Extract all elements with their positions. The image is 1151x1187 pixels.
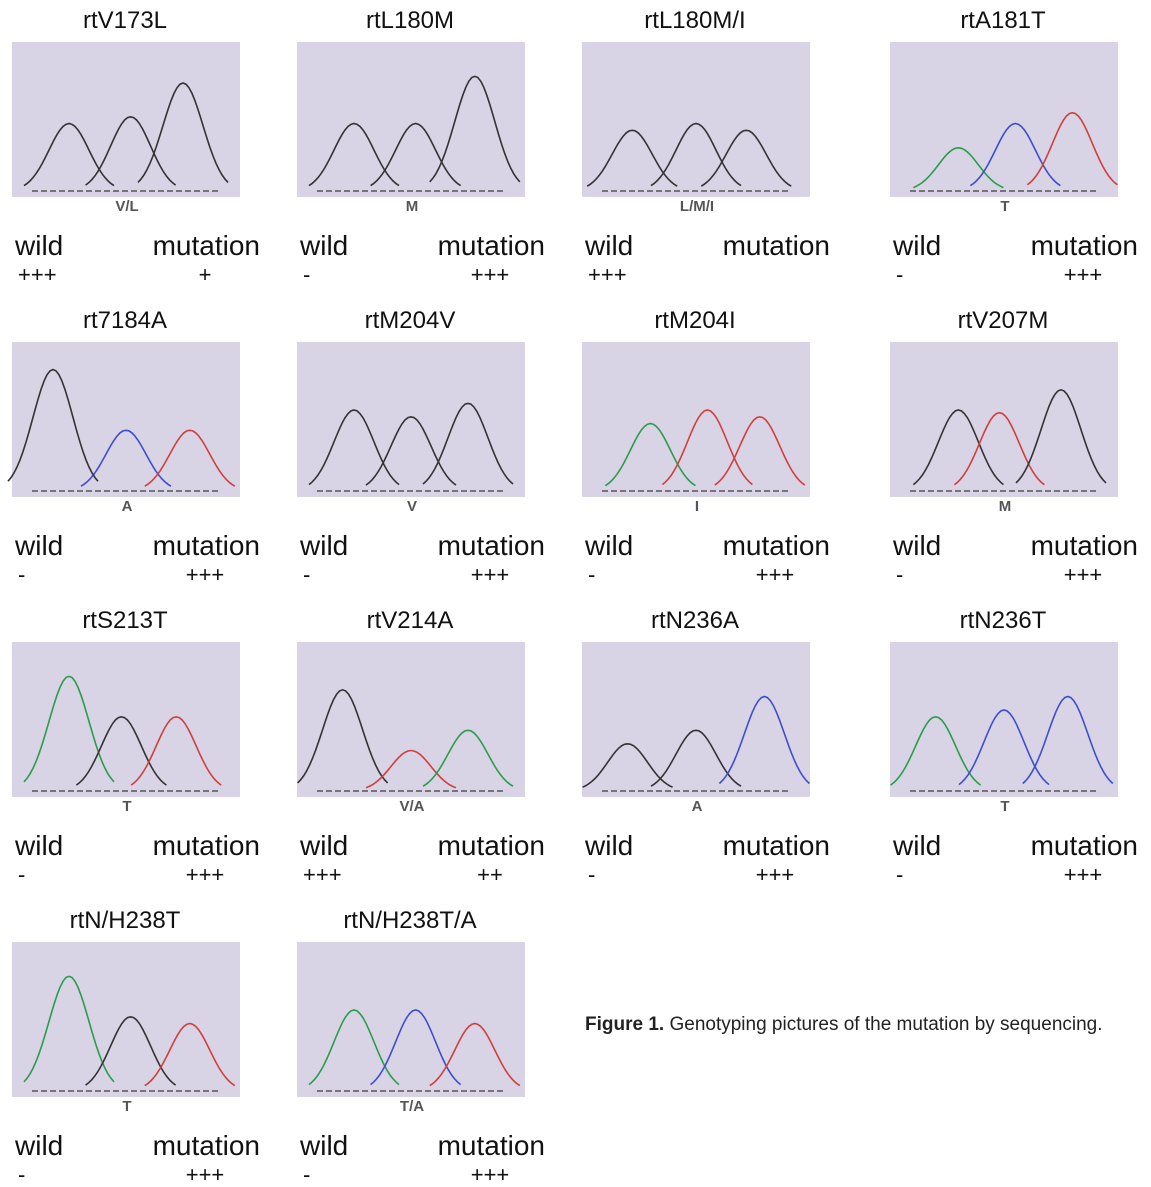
chromatogram-box [297, 942, 525, 1097]
mutation-label: mutation [153, 230, 260, 261]
caption-text: Genotyping pictures of the mutation by s… [669, 1014, 1102, 1035]
mutation-level: +++ [756, 862, 795, 887]
mutation-level: +++ [471, 562, 510, 587]
base-call: V/A [399, 798, 424, 815]
mutation-label: mutation [723, 230, 830, 261]
mutation-label: mutation [438, 830, 545, 861]
wild-label: wild [14, 830, 63, 861]
mutation-level: + [199, 262, 212, 287]
base-call: T [1000, 798, 1009, 815]
wild-label: wild [299, 830, 348, 861]
mutation-level: +++ [186, 562, 225, 587]
wild-level: - [303, 262, 310, 287]
chromatogram-box [12, 342, 240, 497]
mutation-label: mutation [438, 230, 545, 261]
mutation-label: mutation [1031, 830, 1138, 861]
wild-label: wild [299, 230, 348, 261]
caption: Figure 1. Genotyping pictures of the mut… [585, 1012, 1145, 1037]
chromatogram-box [582, 342, 810, 497]
wild-label: wild [584, 230, 633, 261]
wild-label: wild [14, 1130, 63, 1161]
panel-title: rt7184A [83, 307, 167, 334]
mutation-level: ++ [477, 862, 503, 887]
chromatogram-box [582, 642, 810, 797]
panel-title: rtN236A [651, 607, 739, 634]
panel-title: rtS213T [82, 607, 168, 634]
chromatogram-box [890, 42, 1118, 197]
base-call: T [122, 798, 131, 815]
wild-level: - [18, 562, 25, 587]
base-call: T [122, 1098, 131, 1115]
wild-label: wild [892, 530, 941, 561]
chromatogram-box [297, 42, 525, 197]
chromatogram-box [890, 642, 1118, 797]
mutation-level: +++ [1064, 862, 1103, 887]
wild-level: - [896, 562, 903, 587]
mutation-level: +++ [1064, 262, 1103, 287]
chromatogram-box [297, 642, 525, 797]
wild-label: wild [299, 530, 348, 561]
mutation-level: +++ [471, 1162, 510, 1187]
base-call: V/L [115, 198, 138, 215]
wild-level: - [303, 1162, 310, 1187]
mutation-label: mutation [153, 1130, 260, 1161]
chromatogram-box [582, 42, 810, 197]
panel-title: rtM204V [365, 307, 456, 334]
chromatogram-box [890, 342, 1118, 497]
wild-label: wild [584, 830, 633, 861]
panel-title: rtV207M [958, 307, 1049, 334]
panel-title: rtV214A [367, 607, 454, 634]
panel-title: rtL180M [366, 7, 454, 34]
wild-label: wild [892, 830, 941, 861]
wild-label: wild [892, 230, 941, 261]
panel-title: rtL180M/I [644, 7, 745, 34]
base-call: M [999, 498, 1012, 515]
wild-level: - [896, 262, 903, 287]
panels: rtV173LV/Lwildmutation++++rtL180MMwildmu… [0, 0, 1151, 1187]
mutation-level: +++ [756, 562, 795, 587]
caption-label: Figure 1. [585, 1014, 664, 1035]
mutation-label: mutation [1031, 530, 1138, 561]
mutation-label: mutation [1031, 230, 1138, 261]
wild-level: - [18, 1162, 25, 1187]
mutation-level: +++ [1064, 562, 1103, 587]
panel-title: rtN236T [960, 607, 1047, 634]
wild-label: wild [299, 1130, 348, 1161]
mutation-label: mutation [438, 1130, 545, 1161]
wild-level: - [303, 562, 310, 587]
mutation-label: mutation [723, 830, 830, 861]
wild-level: - [588, 562, 595, 587]
wild-level: +++ [303, 862, 342, 887]
wild-level: - [588, 862, 595, 887]
base-call: A [692, 798, 703, 815]
panel-title: rtM204I [654, 307, 735, 334]
mutation-level: +++ [186, 1162, 225, 1187]
base-call: T/A [400, 1098, 424, 1115]
chromatogram-box [297, 342, 525, 497]
base-call: A [122, 498, 133, 515]
mutation-label: mutation [153, 830, 260, 861]
mutation-level: +++ [471, 262, 510, 287]
mutation-level: +++ [186, 862, 225, 887]
base-call: T [1000, 198, 1009, 215]
base-call: M [406, 198, 419, 215]
wild-label: wild [14, 530, 63, 561]
panel-title: rtN/H238T [70, 907, 181, 934]
wild-level: +++ [588, 262, 627, 287]
mutation-label: mutation [438, 530, 545, 561]
wild-level: - [18, 862, 25, 887]
base-call: V [407, 498, 417, 515]
panel-title: rtN/H238T/A [343, 907, 476, 934]
mutation-label: mutation [723, 530, 830, 561]
mutation-label: mutation [153, 530, 260, 561]
wild-label: wild [14, 230, 63, 261]
figure: rtV173LV/Lwildmutation++++rtL180MMwildmu… [0, 0, 1151, 1187]
wild-level: - [896, 862, 903, 887]
wild-level: +++ [18, 262, 57, 287]
panel-title: rtA181T [960, 7, 1046, 34]
panel-title: rtV173L [83, 7, 167, 34]
base-call: I [695, 498, 699, 515]
base-call: L/M/I [680, 198, 714, 215]
wild-label: wild [584, 530, 633, 561]
